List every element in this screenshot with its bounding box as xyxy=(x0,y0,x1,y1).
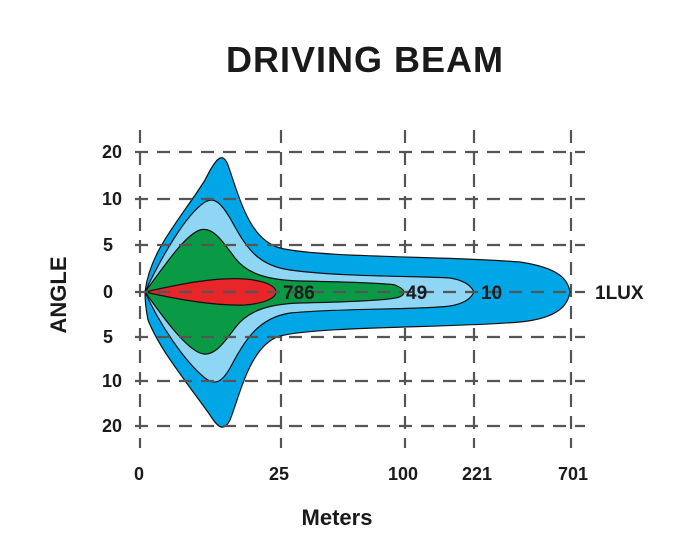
y-tick: 0 xyxy=(103,282,113,302)
y-tick: 10 xyxy=(102,189,122,209)
x-tick: 100 xyxy=(388,464,418,484)
y-tick: 20 xyxy=(102,142,122,162)
lux-label-1: 1LUX xyxy=(595,283,644,304)
x-ticks: 0 25 100 221 701 xyxy=(134,464,588,484)
y-axis-label: ANGLE xyxy=(46,257,71,334)
x-tick: 0 xyxy=(134,464,144,484)
y-tick: 10 xyxy=(102,371,122,391)
y-tick: 5 xyxy=(103,327,113,347)
y-tick: 5 xyxy=(103,235,113,255)
y-tick: 20 xyxy=(102,416,122,436)
x-axis-label: Meters xyxy=(302,505,373,530)
contour-labels: 786 49 10 1LUX xyxy=(283,283,644,304)
hgrid xyxy=(135,150,585,428)
x-tick: 701 xyxy=(558,464,588,484)
lux-label-49: 49 xyxy=(406,283,427,304)
lux-label-10: 10 xyxy=(481,283,502,304)
x-tick: 221 xyxy=(462,464,492,484)
y-ticks: 20 10 5 0 5 10 20 xyxy=(102,142,122,436)
chart-title: DRIVING BEAM xyxy=(226,39,504,80)
x-tick: 25 xyxy=(269,464,289,484)
lux-label-786: 786 xyxy=(283,283,315,304)
